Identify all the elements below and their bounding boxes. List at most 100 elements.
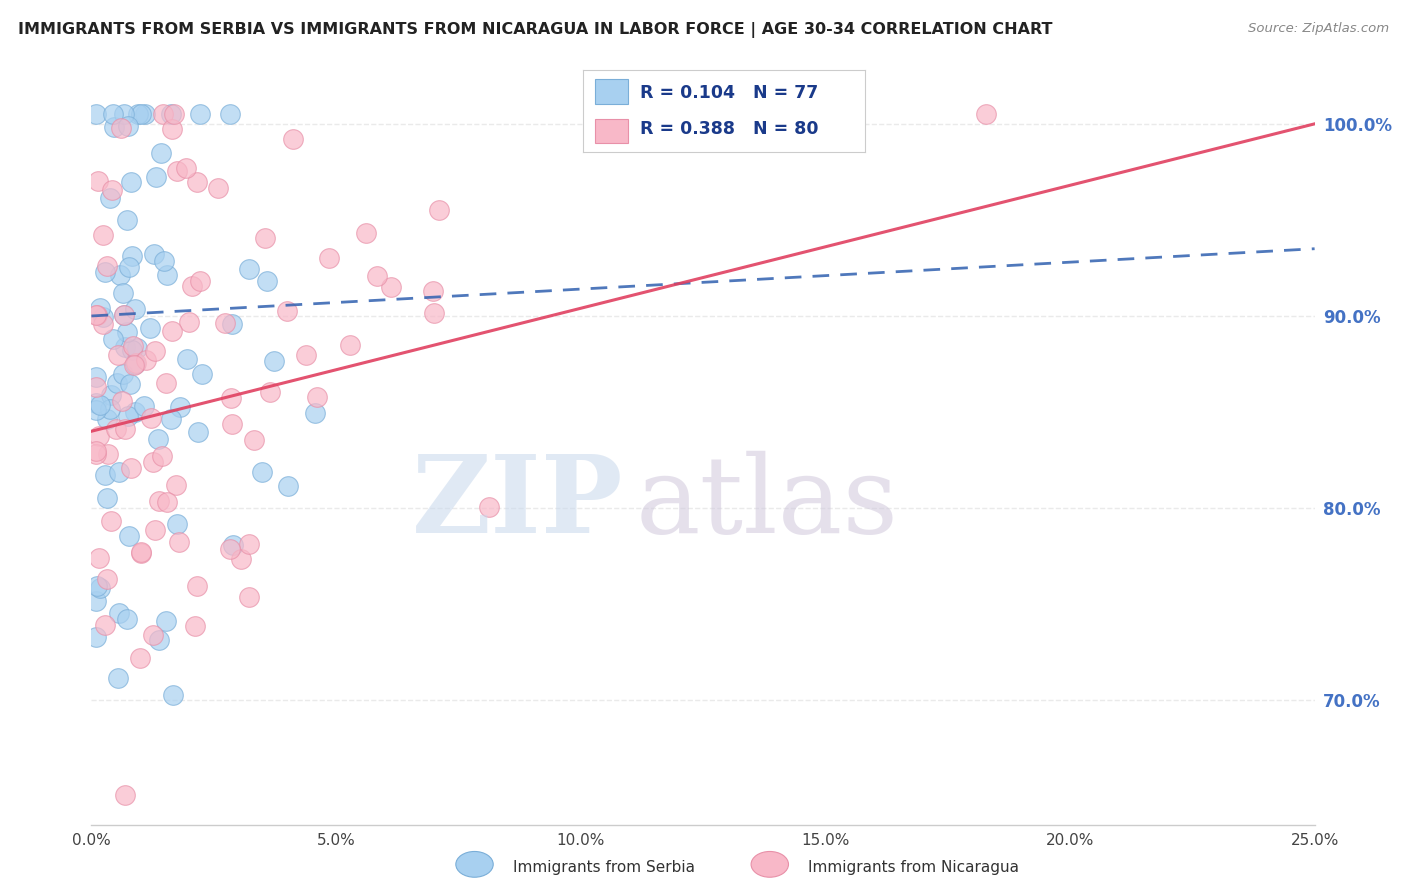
Point <box>139 321 162 335</box>
Point <box>107 348 129 362</box>
Point <box>132 399 155 413</box>
Point <box>117 409 139 424</box>
Point <box>214 316 236 330</box>
Point <box>120 175 142 189</box>
Point <box>105 376 128 390</box>
Point <box>112 107 135 121</box>
Point <box>84 309 107 323</box>
Point <box>100 515 122 529</box>
Point <box>159 412 181 426</box>
Point <box>89 398 111 412</box>
Point <box>221 417 243 431</box>
Point <box>163 107 186 121</box>
Point <box>181 279 204 293</box>
Point <box>162 688 184 702</box>
Point <box>87 429 110 443</box>
Point <box>186 175 208 189</box>
Point <box>96 572 118 586</box>
Point <box>91 317 114 331</box>
Text: Immigrants from Serbia: Immigrants from Serbia <box>513 860 695 874</box>
Point <box>219 392 242 406</box>
Bar <box>595 79 628 104</box>
Text: Source: ZipAtlas.com: Source: ZipAtlas.com <box>1249 22 1389 36</box>
Point <box>238 261 260 276</box>
Point <box>114 788 136 802</box>
Point <box>94 618 117 632</box>
Point <box>184 619 207 633</box>
Point <box>135 353 157 368</box>
Point <box>146 432 169 446</box>
Circle shape <box>456 852 494 877</box>
Point <box>263 354 285 368</box>
Point <box>150 146 173 161</box>
Point <box>188 107 211 121</box>
Point <box>117 612 139 626</box>
Point <box>124 355 146 369</box>
Point <box>243 433 266 447</box>
Point <box>259 385 281 400</box>
Point <box>160 324 183 338</box>
Point <box>111 367 134 381</box>
Point <box>84 403 107 417</box>
Point <box>304 406 326 420</box>
Point <box>112 309 135 323</box>
Point <box>112 308 135 322</box>
Text: Immigrants from Nicaragua: Immigrants from Nicaragua <box>808 860 1019 874</box>
Point <box>162 122 184 136</box>
Point <box>256 274 278 288</box>
Point <box>134 107 156 121</box>
Point <box>89 301 111 316</box>
Point <box>422 285 444 299</box>
Point <box>84 395 107 409</box>
Point <box>139 410 162 425</box>
Point <box>366 268 388 283</box>
Point <box>107 465 129 479</box>
Point <box>156 495 179 509</box>
Point <box>115 325 138 339</box>
Point <box>120 460 142 475</box>
Point <box>84 107 107 121</box>
Point <box>96 259 118 273</box>
Point <box>124 405 146 419</box>
Point <box>219 541 242 556</box>
Point <box>191 367 214 381</box>
Point <box>118 529 141 543</box>
Point <box>152 107 174 121</box>
Text: atlas: atlas <box>636 450 898 556</box>
Point <box>124 358 146 372</box>
Point <box>89 581 111 595</box>
Point <box>124 302 146 317</box>
Point <box>176 351 198 366</box>
Point <box>84 447 107 461</box>
Point <box>478 500 501 514</box>
Point <box>231 552 253 566</box>
Point <box>277 478 299 492</box>
Text: R = 0.388   N = 80: R = 0.388 N = 80 <box>640 120 818 138</box>
Point <box>165 478 187 492</box>
Point <box>238 591 260 605</box>
Point <box>84 379 107 393</box>
Point <box>114 422 136 436</box>
Point <box>207 180 229 194</box>
Point <box>174 161 197 175</box>
Point <box>108 268 131 282</box>
Point <box>101 107 124 121</box>
Point <box>145 170 167 185</box>
Point <box>105 422 128 436</box>
Point <box>91 310 114 325</box>
Point <box>115 213 138 227</box>
Text: R = 0.104   N = 77: R = 0.104 N = 77 <box>640 84 818 102</box>
Point <box>169 400 191 414</box>
Point <box>84 630 107 644</box>
Point <box>142 627 165 641</box>
Point <box>276 303 298 318</box>
Point <box>156 268 179 282</box>
Point <box>177 315 200 329</box>
Point <box>131 546 153 560</box>
Point <box>295 348 318 362</box>
Point <box>110 121 132 136</box>
Point <box>94 468 117 483</box>
Point <box>143 246 166 260</box>
Point <box>101 183 124 197</box>
Text: ZIP: ZIP <box>412 450 623 556</box>
